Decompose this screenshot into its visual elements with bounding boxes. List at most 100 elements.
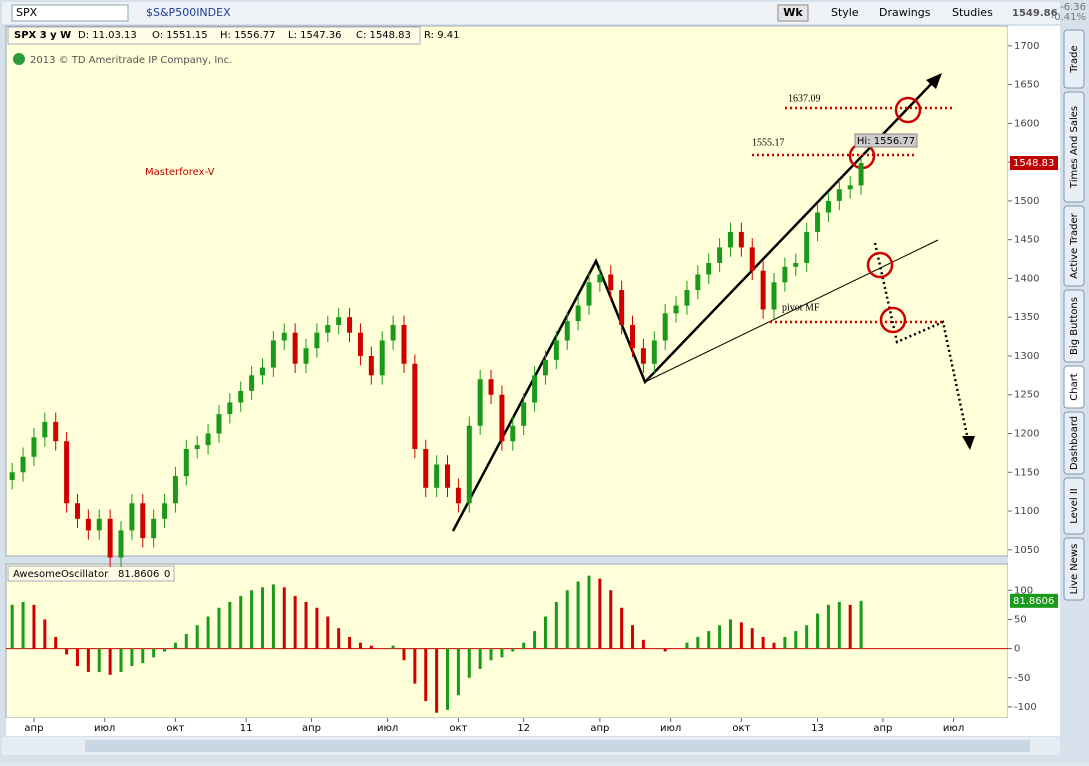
candle-body bbox=[836, 189, 842, 201]
symbol-box[interactable] bbox=[11, 4, 129, 22]
candle-body bbox=[619, 290, 625, 325]
oscillator-bar bbox=[728, 619, 732, 649]
y-tick-label: 0 bbox=[1014, 644, 1020, 655]
candle-body bbox=[347, 317, 353, 333]
symbol-description: $S&P500INDEX bbox=[146, 6, 231, 19]
oscillator-bar bbox=[282, 587, 286, 649]
oscillator-bar bbox=[65, 648, 69, 655]
oscillator-bar bbox=[696, 636, 700, 649]
oscillator-bar bbox=[10, 604, 14, 649]
style-button[interactable]: Style bbox=[831, 6, 859, 19]
candle-body bbox=[249, 375, 255, 391]
oscillator-bar bbox=[163, 648, 167, 652]
side-tab[interactable] bbox=[1063, 289, 1085, 363]
oscillator-bar bbox=[119, 648, 123, 672]
oscillator-bar bbox=[609, 590, 613, 649]
side-tab[interactable] bbox=[1063, 91, 1085, 203]
level-label: 1637.09 bbox=[788, 93, 821, 104]
y-tick-label: 1650 bbox=[1014, 80, 1039, 91]
oscillator-bar bbox=[402, 648, 406, 661]
candle-body bbox=[858, 163, 864, 186]
x-tick-label: апр bbox=[590, 723, 609, 734]
y-tick-label: -50 bbox=[1014, 673, 1030, 684]
side-tab[interactable] bbox=[1063, 477, 1085, 535]
oscillator-bar bbox=[576, 581, 580, 649]
candle-body bbox=[760, 270, 766, 310]
drawings-button[interactable]: Drawings bbox=[879, 6, 931, 19]
info-icon[interactable] bbox=[13, 53, 25, 65]
last-price-tag bbox=[1010, 156, 1058, 171]
candle-body bbox=[53, 421, 59, 442]
side-tab[interactable] bbox=[1063, 29, 1085, 89]
candle-body bbox=[586, 282, 592, 306]
candle-body bbox=[510, 425, 516, 442]
candle-body bbox=[368, 355, 374, 376]
oscillator-bar bbox=[86, 648, 90, 672]
candle-body bbox=[727, 231, 733, 248]
side-tab[interactable] bbox=[1063, 365, 1085, 409]
header-field: L: 1547.36 bbox=[288, 30, 341, 41]
oscillator-bar bbox=[446, 648, 450, 710]
aggregation-button[interactable] bbox=[777, 4, 809, 22]
oscillator-bar bbox=[837, 601, 841, 649]
oscillator-bar bbox=[685, 642, 689, 649]
y-tick-label: 50 bbox=[1014, 614, 1027, 625]
arrow-head bbox=[926, 73, 942, 89]
oscillator-bar bbox=[184, 634, 188, 649]
y-tick-label: 1400 bbox=[1014, 273, 1039, 284]
side-tab-label: Dashboard bbox=[1069, 416, 1080, 470]
x-tick-label: апр bbox=[873, 723, 892, 734]
side-tab-label: Live News bbox=[1069, 544, 1080, 595]
candle-body bbox=[118, 530, 124, 558]
candle-body bbox=[477, 379, 483, 426]
header-box bbox=[7, 26, 421, 45]
candle-body bbox=[749, 247, 755, 271]
study-name: AwesomeOscillator bbox=[13, 569, 109, 580]
side-tab-label: Trade bbox=[1069, 45, 1080, 73]
candle-body bbox=[434, 464, 440, 488]
oscillator-bar bbox=[195, 625, 199, 649]
side-tab[interactable] bbox=[1063, 411, 1085, 475]
candle-body bbox=[847, 185, 853, 190]
circle-marker bbox=[894, 96, 922, 124]
candle-body bbox=[706, 262, 712, 275]
last-price-label: 1548.83 bbox=[1013, 158, 1054, 169]
oscillator-bar bbox=[260, 587, 264, 649]
candle-body bbox=[542, 359, 548, 376]
candle-body bbox=[194, 445, 200, 450]
oscillator-bar bbox=[631, 625, 635, 649]
candle-body bbox=[597, 274, 603, 283]
candle-body bbox=[314, 332, 320, 349]
scroll-thumb[interactable] bbox=[85, 740, 1030, 752]
studies-button[interactable]: Studies bbox=[952, 6, 993, 19]
y-tick-label: 1300 bbox=[1014, 351, 1039, 362]
candle-body bbox=[31, 437, 37, 457]
candle-body bbox=[85, 518, 91, 531]
oscillator-panel bbox=[5, 563, 1009, 719]
oscillator-bar bbox=[369, 645, 373, 649]
candle-body bbox=[564, 321, 570, 341]
x-tick-label: окт bbox=[732, 723, 750, 734]
oscillator-bar bbox=[424, 648, 428, 702]
oscillator-bar bbox=[663, 648, 667, 652]
candle-body bbox=[782, 266, 788, 283]
candle-body bbox=[172, 476, 178, 504]
oscillator-bar bbox=[206, 616, 210, 649]
x-tick-label: июл bbox=[94, 723, 115, 734]
side-tab[interactable] bbox=[1063, 205, 1085, 287]
oscillator-bar bbox=[511, 648, 515, 652]
candle-body bbox=[553, 340, 559, 360]
oscillator-bar bbox=[21, 601, 25, 649]
oscillator-bar bbox=[130, 648, 134, 667]
x-tick-label: июл bbox=[943, 723, 964, 734]
oscillator-bar bbox=[97, 648, 101, 672]
header-field: O: 1551.15 bbox=[152, 30, 208, 41]
candle-body bbox=[673, 305, 679, 314]
hi-label-box bbox=[854, 133, 918, 148]
watermark: Masterforex-V bbox=[145, 167, 215, 178]
candle-body bbox=[695, 274, 701, 291]
candle-body bbox=[401, 324, 407, 364]
side-tab[interactable] bbox=[1063, 537, 1085, 601]
